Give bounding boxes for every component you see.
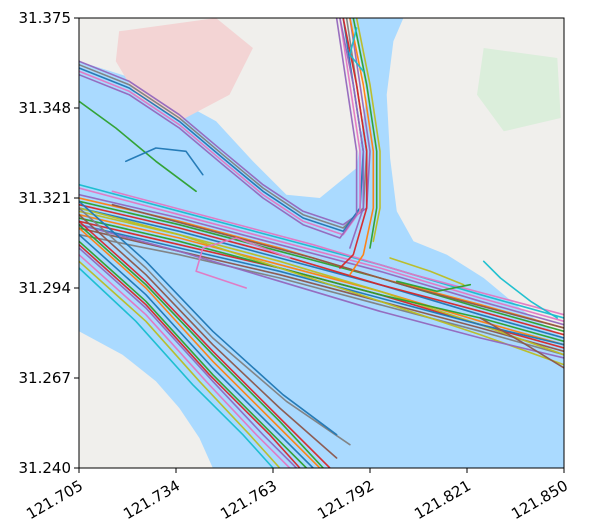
track-line-45 [479, 317, 564, 369]
track-line-39 [79, 267, 274, 468]
tracks-layer [79, 18, 564, 468]
track-line-30 [79, 233, 314, 468]
track-line-38 [79, 260, 281, 468]
track-line-42 [79, 223, 325, 468]
track-line-10 [79, 183, 564, 319]
track-line-7 [79, 187, 564, 323]
x-tick-label: 121.850 [508, 477, 571, 524]
track-line-19 [79, 18, 371, 226]
track-line-33 [79, 220, 331, 468]
x-tick-label: 121.821 [411, 477, 474, 524]
x-tick-label: 121.763 [217, 477, 280, 524]
track-line-31 [79, 227, 321, 468]
x-tick-label: 121.792 [314, 477, 377, 524]
track-line-49 [395, 280, 472, 293]
track-line-18 [111, 190, 564, 316]
track-line-43 [195, 237, 291, 289]
track-line-46 [482, 260, 559, 319]
track-line-23 [79, 100, 197, 193]
track-line-48 [389, 257, 465, 286]
y-tick-label: 31.321 [19, 189, 72, 207]
track-line-47 [349, 27, 365, 73]
track-line-3 [79, 200, 564, 333]
track-line-40 [79, 200, 338, 436]
track-line-8 [79, 233, 564, 356]
y-tick-label: 31.240 [19, 459, 72, 477]
track-line-1 [79, 207, 564, 339]
x-axis: 121.705 121.734 121.763 121.792 121.821 121.8… [23, 468, 571, 523]
track-line-13 [79, 217, 564, 343]
track-line-35 [79, 213, 338, 459]
track-line-36 [79, 253, 291, 468]
y-tick-label: 31.294 [19, 279, 72, 297]
green-east [477, 48, 561, 132]
x-tick-label: 121.705 [23, 477, 86, 524]
track-line-29 [355, 18, 381, 243]
track-line-22 [79, 18, 361, 236]
track-line-41 [79, 243, 301, 468]
track-line-16 [79, 223, 564, 359]
y-tick-label: 31.267 [19, 369, 72, 387]
track-line-26 [349, 18, 375, 276]
land-southwest-bank [79, 331, 213, 468]
track-line-34 [79, 247, 298, 468]
y-tick-label: 31.375 [19, 9, 72, 27]
basemap-layer [79, 18, 564, 468]
x-tick-label: 121.734 [120, 477, 183, 524]
y-axis: 31.375 31.348 31.321 31.294 31.267 31.240 [19, 9, 79, 477]
track-line-24 [79, 18, 358, 239]
track-line-37 [79, 207, 351, 446]
y-tick-label: 31.348 [19, 99, 72, 117]
track-line-32 [79, 240, 308, 468]
track-line-27 [352, 18, 378, 249]
track-line-44 [125, 147, 204, 176]
track-line-5 [79, 193, 564, 326]
axes-frame [78, 17, 565, 469]
track-line-12 [79, 203, 564, 336]
track-line-15 [79, 207, 564, 366]
track-line-25 [339, 18, 368, 269]
track-line-28 [339, 18, 365, 249]
track-line-17 [111, 203, 564, 329]
